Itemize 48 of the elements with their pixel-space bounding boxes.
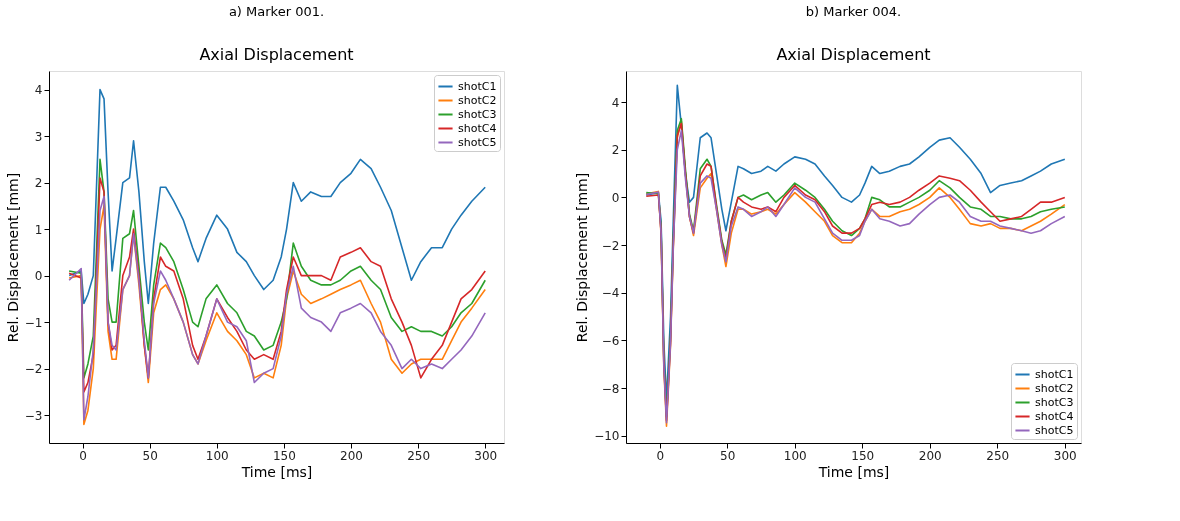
legend-label: shotC1 bbox=[1035, 367, 1074, 381]
x-tick-label: 100 bbox=[783, 448, 807, 463]
legend-label: shotC5 bbox=[1035, 423, 1074, 437]
x-tick-label: 50 bbox=[142, 448, 158, 463]
y-tick-label: −8 bbox=[601, 381, 620, 396]
x-tick-label: 300 bbox=[474, 448, 498, 463]
legend-label: shotC3 bbox=[458, 107, 497, 121]
y-tick-label: −10 bbox=[594, 429, 620, 444]
x-axis-title: Time [ms] bbox=[240, 463, 313, 480]
x-tick-label: 150 bbox=[851, 448, 875, 463]
y-axis-title: Rel. Displacement [mm] bbox=[4, 172, 21, 343]
x-tick-label: 50 bbox=[720, 448, 736, 463]
x-tick-label: 250 bbox=[986, 448, 1010, 463]
y-tick-label: 0 bbox=[34, 269, 43, 284]
legend-label: shotC4 bbox=[1035, 409, 1074, 423]
y-tick-label: 1 bbox=[34, 222, 43, 237]
legend-label: shotC5 bbox=[458, 135, 497, 149]
y-tick-label: 0 bbox=[611, 190, 620, 205]
legend-label: shotC2 bbox=[458, 93, 497, 107]
x-tick-label: 250 bbox=[407, 448, 431, 463]
x-tick-label: 0 bbox=[656, 448, 665, 463]
y-tick-label: 2 bbox=[34, 176, 43, 191]
chart-title: Axial Displacement bbox=[199, 45, 354, 64]
legend-label: shotC1 bbox=[458, 79, 497, 93]
y-tick-label: −1 bbox=[24, 315, 43, 330]
y-tick-label: −6 bbox=[601, 333, 620, 348]
x-axis-title: Time [ms] bbox=[817, 463, 890, 480]
legend-label: shotC2 bbox=[1035, 381, 1074, 395]
x-tick-label: 200 bbox=[340, 448, 363, 463]
x-tick-label: 300 bbox=[1053, 448, 1077, 463]
chart-title: Axial Displacement bbox=[776, 45, 931, 64]
y-tick-label: 2 bbox=[611, 143, 620, 158]
legend-label: shotC4 bbox=[458, 121, 497, 135]
text: b) Marker 004. bbox=[805, 4, 902, 19]
legend-label: shotC3 bbox=[1035, 395, 1074, 409]
x-tick-label: 200 bbox=[918, 448, 942, 463]
y-tick-label: 4 bbox=[34, 83, 43, 98]
y-tick-label: −4 bbox=[601, 286, 620, 301]
y-tick-label: 3 bbox=[34, 129, 43, 144]
x-tick-label: 150 bbox=[272, 448, 296, 463]
x-tick-label: 0 bbox=[79, 448, 87, 463]
y-tick-label: −2 bbox=[24, 362, 43, 377]
y-axis-title: Rel. Displacement [mm] bbox=[574, 172, 591, 343]
y-tick-label: −2 bbox=[601, 238, 620, 253]
x-tick-label: 100 bbox=[205, 448, 229, 463]
text: a) Marker 001. bbox=[228, 4, 325, 19]
y-tick-label: −3 bbox=[24, 408, 43, 423]
y-tick-label: 4 bbox=[611, 95, 620, 110]
